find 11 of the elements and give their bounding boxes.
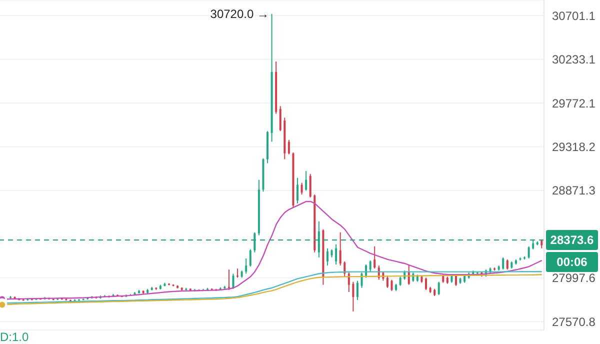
- annotation: 30720.0 →: [210, 6, 269, 21]
- y-tick-label: 30701.1: [552, 8, 596, 23]
- y-tick-label: 27997.6: [552, 271, 596, 286]
- y-tick-label: 28871.3: [552, 184, 596, 198]
- y-tick-label: 29318.2: [552, 140, 596, 154]
- y-tick-label: 27570.8: [552, 314, 596, 329]
- ref-line-label: 28373.6: [550, 232, 594, 247]
- text: 00:06: [556, 254, 588, 269]
- y-tick-label: 30233.1: [552, 52, 596, 67]
- annotation: D:1.0: [0, 330, 29, 344]
- y-tick-label: 29772.1: [552, 96, 596, 110]
